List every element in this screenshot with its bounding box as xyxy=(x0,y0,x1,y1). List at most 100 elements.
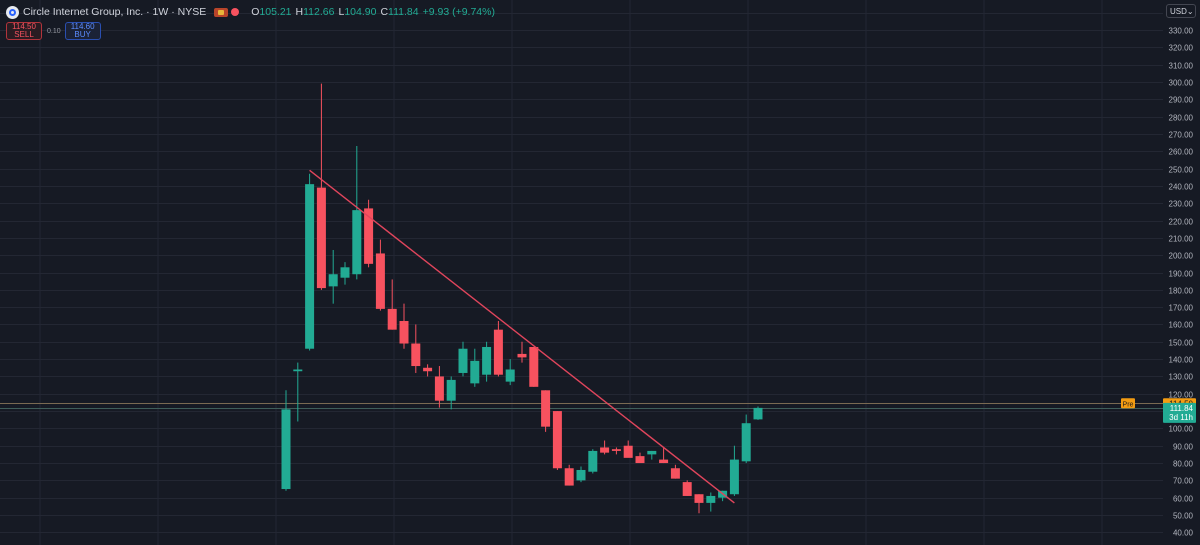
y-axis-tick-label: 160.00 xyxy=(1169,321,1194,330)
candle-body xyxy=(423,367,433,372)
currency-selector[interactable]: USD ⌄ xyxy=(1166,4,1196,18)
candle-body xyxy=(340,267,350,278)
candle-body xyxy=(564,468,574,486)
high-label: H xyxy=(295,6,304,18)
candle-body xyxy=(682,482,692,496)
candle-body xyxy=(611,449,621,451)
candle-body xyxy=(729,459,739,495)
bar-countdown: 3d 11h xyxy=(1169,413,1193,422)
buy-button[interactable]: 114.60 BUY xyxy=(64,22,101,40)
candle-body xyxy=(541,390,551,427)
candle-body xyxy=(517,353,527,358)
y-axis-tick-label: 260.00 xyxy=(1169,148,1194,157)
candle-body xyxy=(588,450,598,472)
y-axis-tick-label: 100.00 xyxy=(1169,425,1194,434)
candle-body xyxy=(458,348,468,373)
y-axis-tick-label: 180.00 xyxy=(1169,287,1194,296)
pre-market-label-badge xyxy=(1121,398,1135,409)
candle-body xyxy=(659,459,669,464)
y-axis-tick-label: 210.00 xyxy=(1169,235,1194,244)
close-value: 111.84 xyxy=(388,6,419,18)
trendline[interactable] xyxy=(309,169,735,504)
y-axis-tick-label: 150.00 xyxy=(1169,339,1194,348)
y-axis-tick-label: 60.00 xyxy=(1173,495,1194,504)
company-logo-icon xyxy=(6,5,19,19)
candle-body xyxy=(305,184,315,349)
candle-body xyxy=(316,187,326,289)
candle-body xyxy=(375,253,385,309)
sell-label: SELL xyxy=(14,30,34,39)
candle-body xyxy=(600,447,610,453)
y-axis-tick-label: 310.00 xyxy=(1169,62,1194,71)
y-axis-tick-label: 50.00 xyxy=(1173,512,1194,521)
spread-value: 0.10 xyxy=(47,27,61,35)
symbol-title[interactable]: Circle Internet Group, Inc. · 1W · NYSE xyxy=(23,6,207,18)
candle-body xyxy=(387,308,397,330)
candle-body xyxy=(576,469,586,481)
candle-body xyxy=(670,468,680,479)
open-label: O xyxy=(251,6,260,18)
candle-body xyxy=(434,376,444,401)
y-axis-tick-label: 170.00 xyxy=(1169,304,1194,313)
candle-body xyxy=(493,329,503,375)
last-price: 111.84 xyxy=(1170,404,1194,413)
y-axis-tick-label: 220.00 xyxy=(1169,218,1194,227)
candle-body xyxy=(482,346,492,375)
sell-button[interactable]: 114.50 SELL xyxy=(6,22,42,40)
y-axis-tick-label: 270.00 xyxy=(1169,131,1194,140)
candle-body xyxy=(470,360,480,384)
candle-body xyxy=(647,450,657,455)
y-axis-tick-label: 40.00 xyxy=(1173,529,1194,538)
high-value: 112.66 xyxy=(303,6,335,18)
candle-body xyxy=(706,495,716,503)
candle-body xyxy=(505,369,515,382)
low-label: L xyxy=(338,6,345,18)
buy-label: BUY xyxy=(74,30,91,39)
candle-body xyxy=(364,208,374,264)
y-axis-tick-label: 70.00 xyxy=(1173,477,1194,486)
pre-market-label: Pre xyxy=(1123,401,1134,408)
candle-body xyxy=(293,369,303,372)
y-axis-tick-label: 250.00 xyxy=(1169,166,1194,175)
last-price-badge xyxy=(1163,402,1196,423)
candle-body xyxy=(753,407,763,420)
y-axis-tick-label: 80.00 xyxy=(1173,460,1194,469)
y-axis-tick-label: 190.00 xyxy=(1169,270,1194,279)
candle-body xyxy=(352,210,362,275)
y-axis-tick-label: 240.00 xyxy=(1169,183,1194,192)
candle-body xyxy=(552,411,562,469)
sell-price: 114.50 xyxy=(12,22,36,31)
candle-body xyxy=(694,494,704,503)
y-axis-tick-label: 320.00 xyxy=(1169,44,1194,53)
y-axis-tick-label: 90.00 xyxy=(1173,443,1194,452)
y-axis-tick-label: 230.00 xyxy=(1169,200,1194,209)
y-axis-tick-label: 120.00 xyxy=(1169,391,1194,400)
close-label: C xyxy=(380,6,389,18)
candle-body xyxy=(635,456,645,464)
candle-body xyxy=(328,274,338,287)
currency-label: USD xyxy=(1170,6,1187,16)
y-axis-tick-label: 300.00 xyxy=(1169,79,1194,88)
candle-body xyxy=(399,321,409,344)
candle-body xyxy=(529,346,539,387)
y-axis-tick-label: 290.00 xyxy=(1169,96,1194,105)
y-axis-tick-label: 130.00 xyxy=(1169,373,1194,382)
low-value: 104.90 xyxy=(344,6,377,18)
open-value: 105.21 xyxy=(259,6,292,18)
buy-price: 114.60 xyxy=(70,22,95,31)
price-change: +9.93 (+9.74%) xyxy=(422,6,495,18)
candle-body xyxy=(281,409,291,490)
candle-body xyxy=(741,423,751,462)
market-flag-icon xyxy=(214,7,229,17)
y-axis-tick-label: 140.00 xyxy=(1169,356,1194,365)
candle-body xyxy=(623,445,633,458)
chevron-down-icon: ⌄ xyxy=(1186,6,1194,16)
y-axis-tick-label: 280.00 xyxy=(1169,114,1194,123)
y-axis-tick-label: 330.00 xyxy=(1169,27,1194,36)
trade-panel: 114.50 SELL 0.10 114.60 BUY xyxy=(6,22,101,40)
symbol-header: Circle Internet Group, Inc. · 1W · NYSE … xyxy=(6,4,495,20)
candle-body xyxy=(411,343,421,367)
market-status-icon xyxy=(231,8,240,16)
candle-body xyxy=(446,379,456,401)
